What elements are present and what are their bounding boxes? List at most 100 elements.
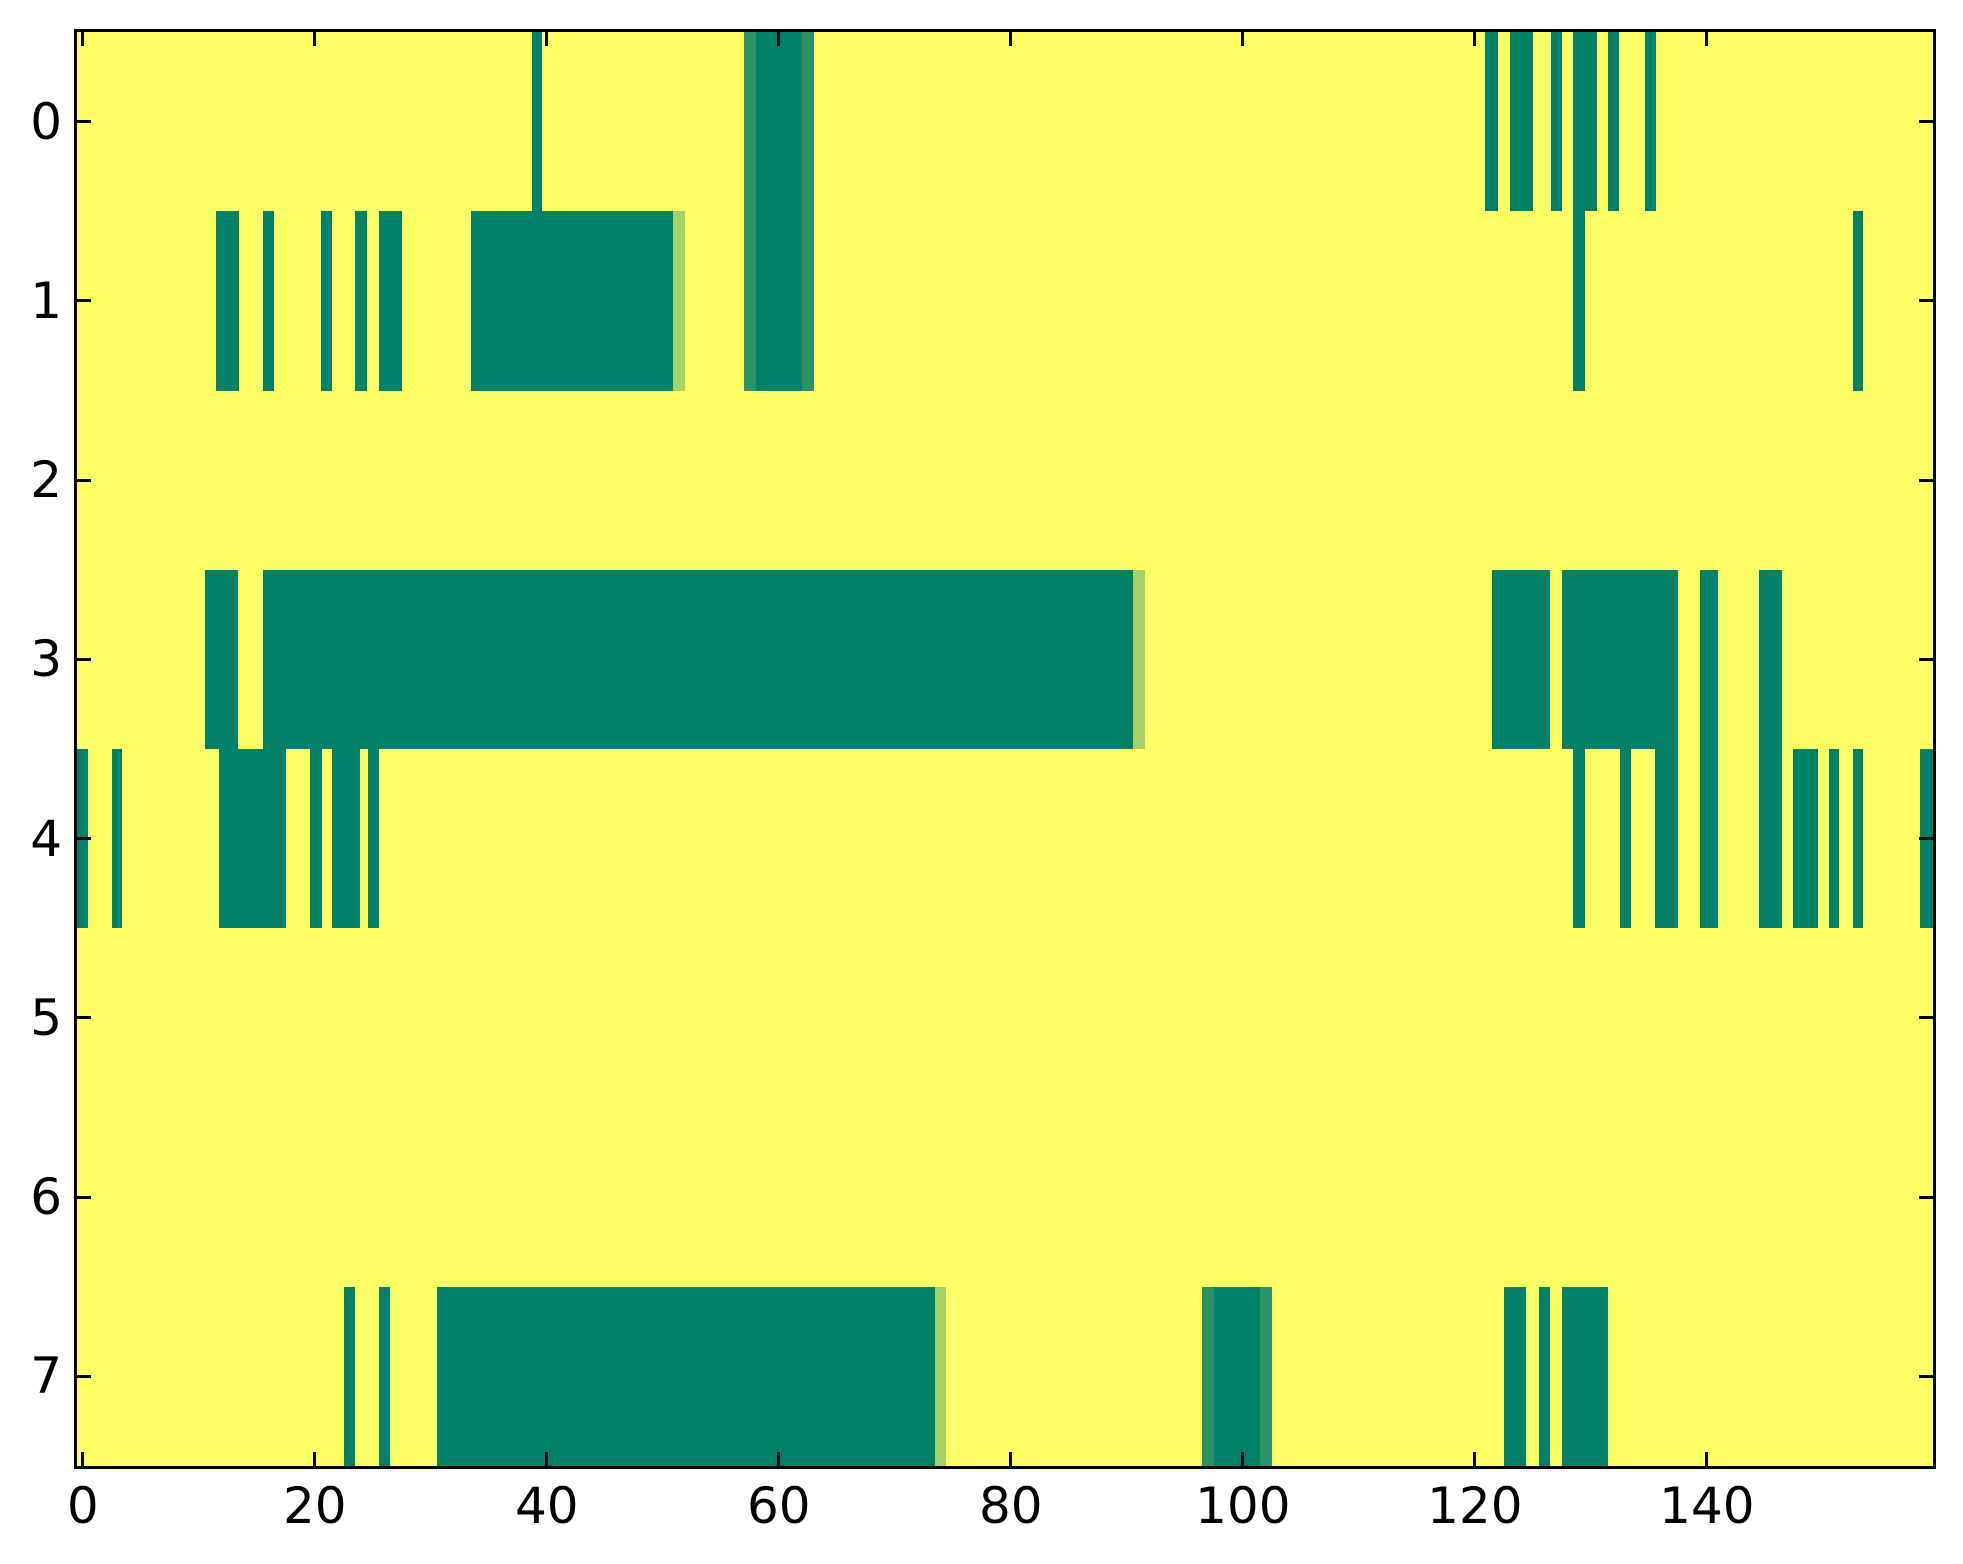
heatmap-segment-row7: [436, 1286, 936, 1466]
x-axis-tick: [1473, 1452, 1477, 1466]
heatmap-segment-row1: [755, 211, 802, 391]
y-axis-tick: [1919, 657, 1933, 661]
y-axis-tick-label: 2: [30, 451, 62, 510]
x-axis-tick-label: 0: [66, 1477, 99, 1535]
heatmap-segment-row7: [343, 1286, 356, 1466]
y-axis-tick: [77, 1195, 91, 1199]
x-axis-tick-label: 20: [282, 1477, 347, 1535]
y-axis-tick: [1919, 299, 1933, 303]
heatmap-segment-row1: [1573, 211, 1585, 391]
x-axis-tick-label: 140: [1659, 1477, 1755, 1535]
heatmap-segment-row7: [1260, 1286, 1272, 1466]
heatmap-segment-row0: [802, 32, 814, 212]
heatmap-segment-row3: [1561, 569, 1678, 749]
y-axis-tick: [1919, 1195, 1933, 1199]
y-axis-tick-label: 5: [30, 988, 62, 1047]
heatmap-segment-row4: [218, 749, 286, 929]
heatmap-segment-row1: [744, 211, 756, 391]
heatmap-segment-row0: [1645, 32, 1656, 212]
x-axis-tick: [545, 1452, 549, 1466]
heatmap-segment-row3: [1759, 569, 1783, 749]
heatmap-segment-row3: [1492, 569, 1551, 749]
heatmap-segment-row0: [744, 32, 756, 212]
x-axis-tick: [1241, 1452, 1245, 1466]
x-axis-tick-label: 60: [746, 1477, 811, 1535]
heatmap-segment-row1: [355, 211, 367, 391]
x-axis-tick: [81, 32, 85, 46]
x-axis-tick: [545, 32, 549, 46]
heatmap-segment-row3: [204, 569, 239, 749]
heatmap-segment-row4: [1699, 749, 1719, 929]
heatmap-segment-row7: [378, 1286, 391, 1466]
x-axis-tick-label: 80: [978, 1477, 1043, 1535]
x-axis-tick: [1473, 32, 1477, 46]
heatmap-segment-row4: [1654, 749, 1678, 929]
heatmap-segment-row7: [935, 1286, 946, 1466]
x-axis-tick: [777, 1452, 781, 1466]
x-axis-tick-label: 120: [1427, 1477, 1523, 1535]
y-axis-tick: [1919, 837, 1933, 841]
heatmap-segment-row1: [673, 211, 685, 391]
x-axis-tick: [1241, 32, 1245, 46]
x-axis-tick: [1009, 32, 1013, 46]
heatmap-segment-row4: [332, 749, 361, 929]
heatmap-segment-row4: [1852, 749, 1864, 929]
heatmap-segment-row7: [1561, 1286, 1609, 1466]
heatmap-segment-row4: [1573, 749, 1585, 929]
x-axis-tick: [313, 32, 317, 46]
x-axis-tick: [1705, 1452, 1709, 1466]
y-axis-tick: [77, 120, 91, 124]
heatmap-segment-row3: [262, 569, 1133, 749]
heatmap-segment-row7: [1213, 1286, 1261, 1466]
x-axis-tick: [1009, 1452, 1013, 1466]
heatmap-segment-row7: [1538, 1286, 1551, 1466]
y-axis-tick: [1919, 478, 1933, 482]
heatmap-segment-row4: [368, 749, 379, 929]
heatmap-segment-row1: [378, 211, 402, 391]
heatmap-segment-row3: [1699, 569, 1719, 749]
heatmap-segment-row7: [1503, 1286, 1526, 1466]
heatmap-segment-row4: [310, 749, 322, 929]
y-axis-tick: [1919, 120, 1933, 124]
y-axis-tick-label: 0: [30, 92, 62, 151]
heatmap-segment-row1: [802, 211, 814, 391]
y-axis-tick: [77, 657, 91, 661]
y-axis-tick-label: 1: [30, 271, 62, 330]
y-axis-tick: [77, 837, 91, 841]
y-axis-tick-label: 4: [30, 809, 62, 868]
y-axis-tick: [77, 478, 91, 482]
heatmap-segment-row4: [111, 749, 123, 929]
heatmap-segment-row1: [1852, 211, 1864, 391]
x-axis-tick: [81, 1452, 85, 1466]
x-axis-tick: [1705, 32, 1709, 46]
heatmap-segment-row1: [320, 211, 333, 391]
y-axis-tick-label: 3: [30, 630, 62, 689]
heatmap-segment-row0: [1573, 32, 1597, 212]
heatmap-segment-row4: [1828, 749, 1840, 929]
heatmap-segment-row4: [1619, 749, 1632, 929]
heatmap-segment-row4: [1792, 749, 1819, 929]
y-axis-tick: [1919, 1374, 1933, 1378]
heatmap-segment-row7: [1202, 1286, 1214, 1466]
y-axis-tick: [77, 299, 91, 303]
x-axis-tick: [313, 1452, 317, 1466]
heatmap-segment-row0: [1551, 32, 1562, 212]
heatmap-segment-row1: [262, 211, 275, 391]
heatmap-segment-row0: [1608, 32, 1619, 212]
heatmap-segment-row1: [471, 211, 674, 391]
y-axis-tick: [77, 1016, 91, 1020]
y-axis-tick: [77, 1374, 91, 1378]
x-axis-tick-label: 100: [1195, 1477, 1291, 1535]
heatmap-segment-row0: [755, 32, 802, 212]
heatmap-segment-row4: [1759, 749, 1783, 929]
y-axis-tick: [1919, 1016, 1933, 1020]
heatmap-segment-row0: [1485, 32, 1498, 212]
y-axis-tick-label: 7: [30, 1347, 62, 1406]
heatmap-segment-row3: [1132, 569, 1146, 749]
heatmap-segment-row1: [216, 211, 240, 391]
y-axis-tick-label: 6: [30, 1168, 62, 1227]
heatmap-segment-row0: [531, 32, 543, 212]
heatmap-segment-row0: [1509, 32, 1533, 212]
heatmap-plot: [74, 29, 1936, 1469]
